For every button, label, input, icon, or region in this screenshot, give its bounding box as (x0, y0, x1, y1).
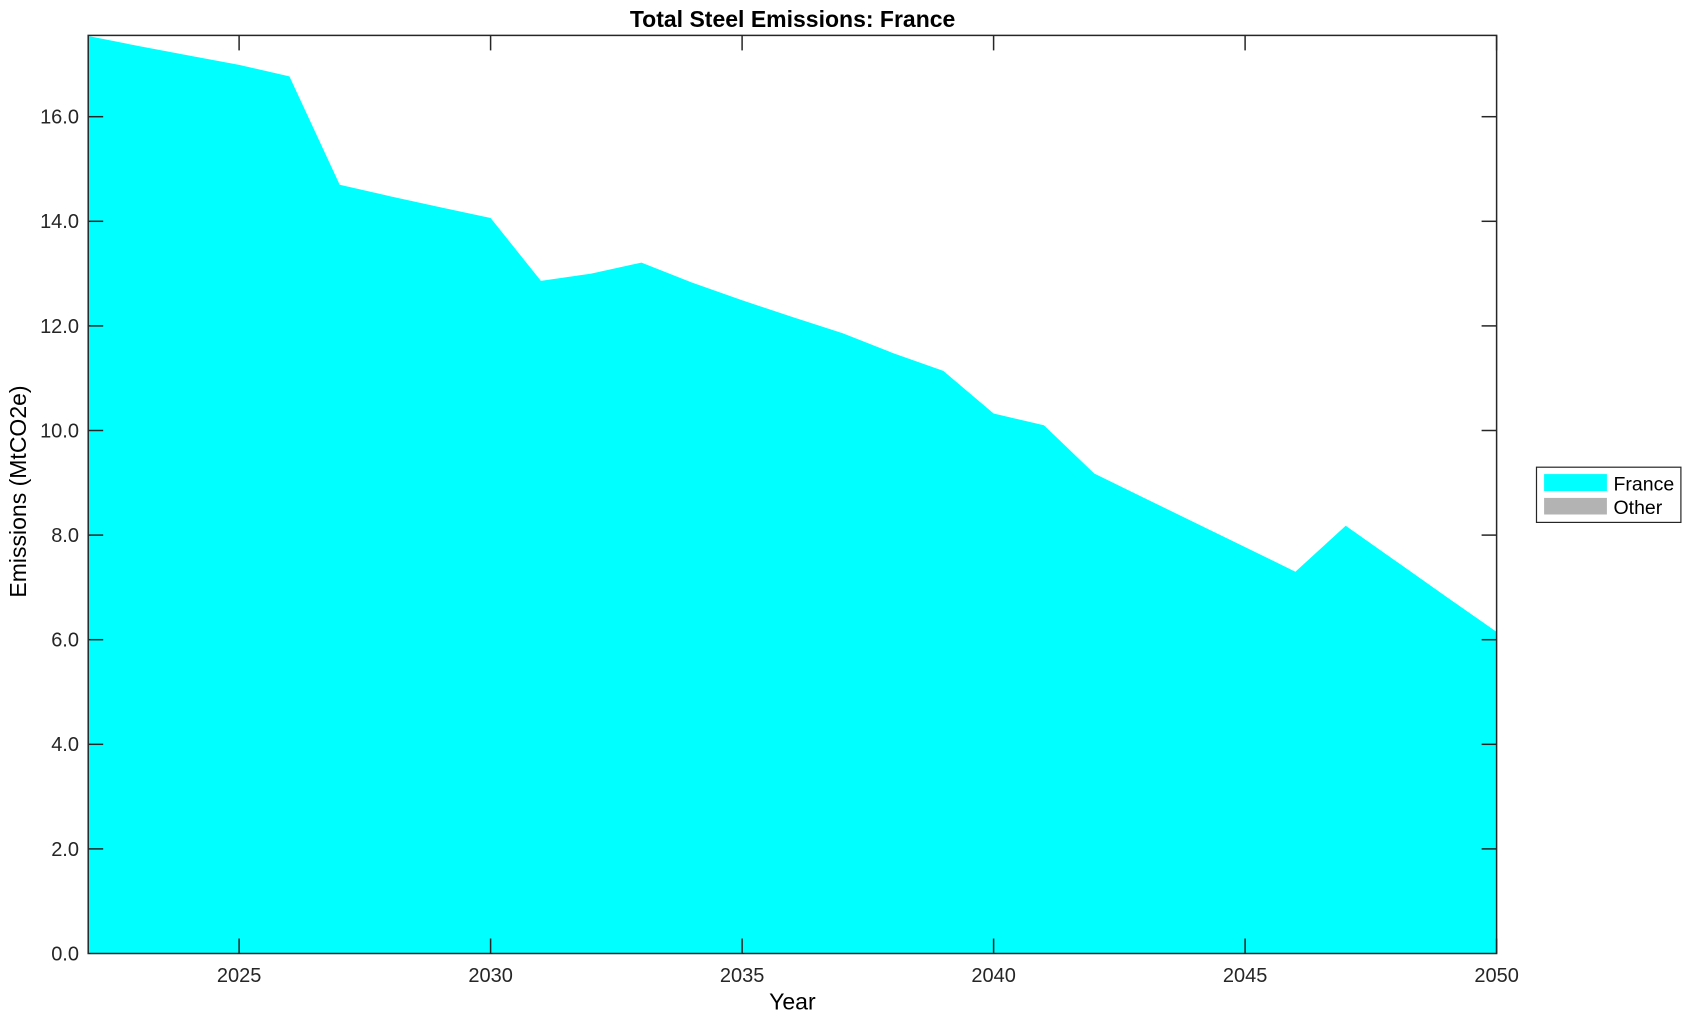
svg-text:10.0: 10.0 (40, 420, 79, 442)
svg-text:2040: 2040 (971, 965, 1016, 987)
svg-text:2.0: 2.0 (51, 839, 79, 861)
svg-text:France: France (1614, 473, 1675, 495)
svg-text:Other: Other (1614, 497, 1663, 519)
svg-text:8.0: 8.0 (51, 525, 79, 547)
svg-text:Year: Year (769, 989, 816, 1015)
svg-text:6.0: 6.0 (51, 630, 79, 652)
svg-text:2030: 2030 (468, 965, 513, 987)
svg-text:2050: 2050 (1474, 965, 1519, 987)
svg-text:2025: 2025 (217, 965, 262, 987)
svg-text:2035: 2035 (720, 965, 765, 987)
svg-text:0.0: 0.0 (51, 943, 79, 965)
svg-text:Emissions (MtCO2e): Emissions (MtCO2e) (5, 385, 31, 597)
svg-text:2045: 2045 (1223, 965, 1268, 987)
svg-text:14.0: 14.0 (40, 211, 79, 233)
svg-text:16.0: 16.0 (40, 107, 79, 129)
svg-text:Total Steel Emissions: France: Total Steel Emissions: France (630, 6, 956, 32)
svg-text:4.0: 4.0 (51, 734, 79, 756)
svg-text:12.0: 12.0 (40, 316, 79, 338)
